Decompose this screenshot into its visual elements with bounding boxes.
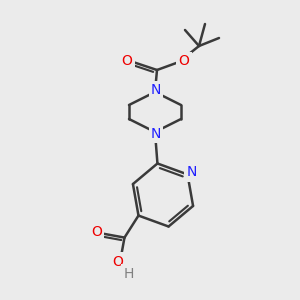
Text: O: O — [122, 54, 132, 68]
Text: N: N — [151, 83, 161, 97]
Text: N: N — [186, 165, 197, 179]
Text: O: O — [112, 255, 123, 268]
Text: H: H — [123, 267, 134, 280]
Text: O: O — [91, 225, 102, 238]
Text: N: N — [151, 127, 161, 141]
Text: O: O — [178, 54, 189, 68]
